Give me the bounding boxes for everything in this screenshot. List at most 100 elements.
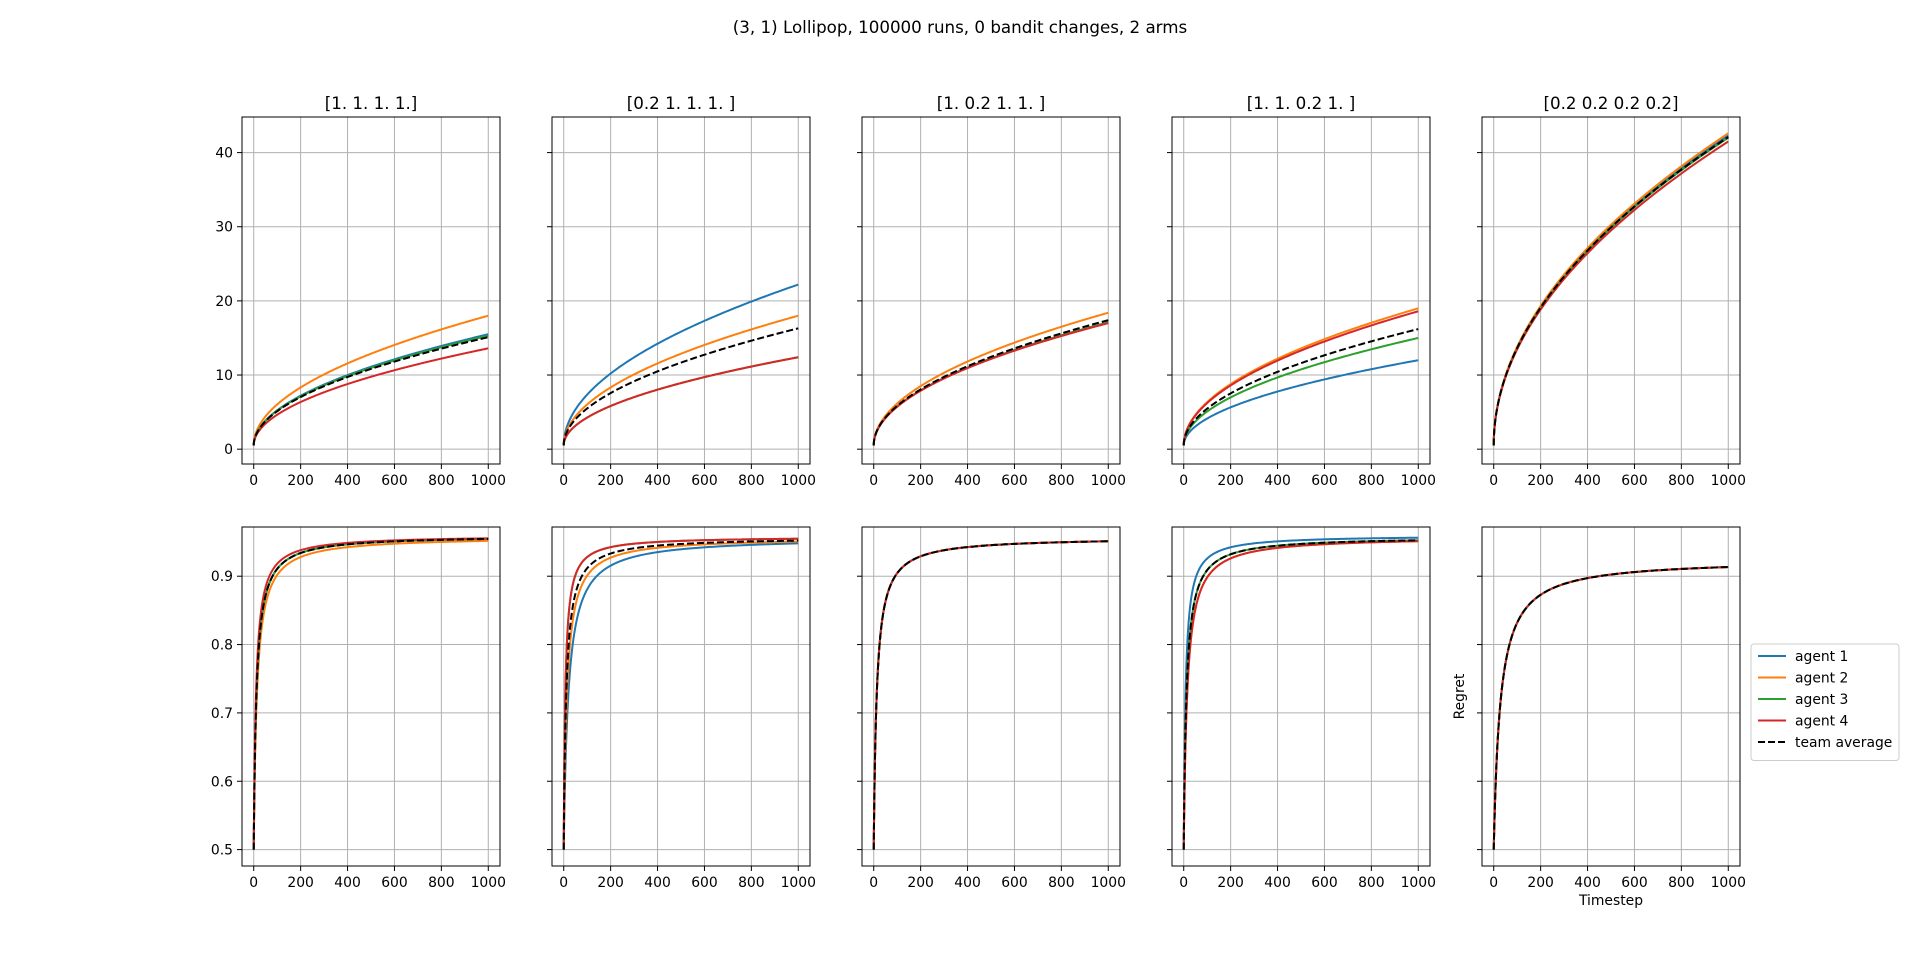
figure-title: (3, 1) Lollipop, 100000 runs, 0 bandit c… bbox=[733, 17, 1187, 37]
x-tick-label: 1000 bbox=[781, 875, 816, 891]
series-line-agent-2 bbox=[1182, 540, 1419, 850]
series-line-agent-1 bbox=[872, 540, 1109, 850]
series-line-agent-4 bbox=[1492, 140, 1729, 446]
legend-label: agent 1 bbox=[1795, 649, 1848, 665]
x-tick-label: 1000 bbox=[1401, 875, 1436, 891]
y-tick-label: 0.6 bbox=[211, 774, 233, 790]
series-line-agent-4 bbox=[562, 356, 799, 446]
x-tick-label: 800 bbox=[428, 473, 455, 489]
series-line-agent-3 bbox=[562, 356, 799, 446]
series-line-agent-1 bbox=[252, 333, 489, 446]
x-tick-label: 400 bbox=[334, 473, 361, 489]
x-axis-label: Timestep bbox=[1578, 893, 1643, 909]
series-line-team-average bbox=[252, 336, 489, 446]
x-tick-label: 0 bbox=[1489, 473, 1498, 489]
x-tick-label: 1000 bbox=[1091, 473, 1126, 489]
panel-title: [0.2 1. 1. 1. ] bbox=[627, 93, 736, 113]
x-tick-label: 0 bbox=[559, 473, 568, 489]
panel-0-2: 0 200 400 600 800 1000 [1. 0.2 1. 1. ] bbox=[857, 93, 1126, 489]
y-tick-label: 0.7 bbox=[211, 706, 233, 722]
series-line-agent-3 bbox=[252, 334, 489, 446]
x-tick-label: 200 bbox=[1217, 473, 1244, 489]
series-line-agent-4 bbox=[872, 322, 1109, 446]
series-line-team-average bbox=[1492, 136, 1729, 446]
series-line-agent-2 bbox=[1492, 566, 1729, 850]
series-line-agent-2 bbox=[872, 540, 1109, 850]
series-line-agent-4 bbox=[1492, 566, 1729, 850]
series-line-agent-4 bbox=[872, 540, 1109, 850]
series-line-agent-3 bbox=[872, 540, 1109, 850]
legend-box bbox=[1750, 643, 1900, 761]
series-line-agent-3 bbox=[562, 537, 799, 850]
panel-title: [1. 0.2 1. 1. ] bbox=[937, 93, 1046, 113]
x-tick-label: 800 bbox=[1358, 473, 1385, 489]
x-tick-label: 600 bbox=[691, 875, 718, 891]
series-line-agent-3 bbox=[252, 537, 489, 850]
y-tick-label: 0.8 bbox=[211, 638, 233, 654]
x-tick-label: 400 bbox=[1574, 473, 1601, 489]
x-tick-label: 0 bbox=[869, 473, 878, 489]
panel-1-4: 0 200 400 600 800 1000 Timestep Regret bbox=[1452, 526, 1746, 909]
x-tick-label: 400 bbox=[1264, 473, 1291, 489]
panel-title: [1. 1. 1. 1.] bbox=[325, 93, 418, 113]
x-tick-label: 400 bbox=[954, 875, 981, 891]
legend: agent 1 agent 2 agent 3 agent 4 team average bbox=[1750, 643, 1900, 761]
x-tick-label: 200 bbox=[907, 875, 934, 891]
x-tick-label: 0 bbox=[1179, 875, 1188, 891]
x-tick-label: 600 bbox=[1621, 875, 1648, 891]
panel-0-0: 0 200 400 600 800 1000 0 10 20 30 40 [1. 1. 1. 1.] bbox=[215, 93, 506, 489]
panel-1-3: 0 200 400 600 800 1000 bbox=[1167, 526, 1436, 891]
y-tick-label: 0 bbox=[224, 442, 233, 458]
x-tick-label: 200 bbox=[1527, 473, 1554, 489]
x-tick-label: 800 bbox=[1048, 875, 1075, 891]
x-tick-label: 1000 bbox=[471, 875, 506, 891]
x-tick-label: 600 bbox=[1311, 875, 1338, 891]
series-line-agent-1 bbox=[562, 542, 799, 850]
x-tick-label: 600 bbox=[691, 473, 718, 489]
y-tick-label: 20 bbox=[215, 294, 233, 310]
x-tick-label: 800 bbox=[1668, 875, 1695, 891]
x-tick-label: 0 bbox=[1489, 875, 1498, 891]
axes-frame bbox=[241, 526, 501, 867]
legend-label: team average bbox=[1795, 735, 1892, 751]
x-tick-label: 600 bbox=[381, 473, 408, 489]
x-tick-label: 200 bbox=[597, 473, 624, 489]
legend-label: agent 4 bbox=[1795, 714, 1849, 730]
series-line-agent-3 bbox=[1492, 566, 1729, 850]
x-tick-label: 1000 bbox=[471, 473, 506, 489]
legend-label: agent 2 bbox=[1795, 671, 1848, 687]
series-line-team-average bbox=[562, 327, 799, 446]
series-line-team-average bbox=[1182, 328, 1419, 446]
y-tick-label: 0.5 bbox=[211, 843, 233, 859]
series-line-agent-4 bbox=[1182, 540, 1419, 850]
x-tick-label: 200 bbox=[287, 473, 314, 489]
x-tick-label: 600 bbox=[1001, 473, 1028, 489]
x-tick-label: 800 bbox=[738, 875, 765, 891]
y-tick-label: 10 bbox=[215, 368, 233, 384]
x-tick-label: 400 bbox=[1574, 875, 1601, 891]
series-line-team-average bbox=[562, 539, 799, 850]
x-tick-label: 1000 bbox=[1711, 875, 1746, 891]
series-line-team-average bbox=[1182, 539, 1419, 850]
x-tick-label: 200 bbox=[287, 875, 314, 891]
x-tick-label: 1000 bbox=[781, 473, 816, 489]
x-tick-label: 800 bbox=[428, 875, 455, 891]
series-line-agent-2 bbox=[252, 539, 489, 850]
series-line-agent-4 bbox=[562, 537, 799, 850]
series-line-team-average bbox=[252, 537, 489, 850]
x-tick-label: 200 bbox=[597, 875, 624, 891]
series-line-agent-1 bbox=[1182, 536, 1419, 850]
series-line-agent-1 bbox=[1492, 566, 1729, 850]
panel-title: [0.2 0.2 0.2 0.2] bbox=[1543, 93, 1678, 113]
panel-1-2: 0 200 400 600 800 1000 bbox=[857, 526, 1126, 891]
series-line-agent-4 bbox=[252, 537, 489, 850]
series-line-agent-1 bbox=[1182, 359, 1419, 446]
x-tick-label: 400 bbox=[334, 875, 361, 891]
x-tick-label: 800 bbox=[1048, 473, 1075, 489]
axes-frame bbox=[861, 526, 1121, 867]
x-tick-label: 400 bbox=[644, 875, 671, 891]
series-line-agent-1 bbox=[562, 283, 799, 446]
x-tick-label: 600 bbox=[1621, 473, 1648, 489]
